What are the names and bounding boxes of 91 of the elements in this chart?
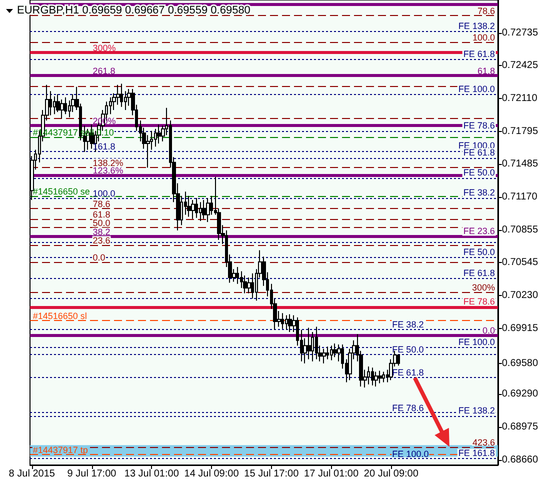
annotation: 23.6 xyxy=(92,236,110,246)
candlestick xyxy=(240,270,243,289)
annotation: 38.2 xyxy=(92,227,110,238)
annotation: 300% xyxy=(92,42,116,53)
y-tick-label: 0.72425 xyxy=(502,60,538,71)
y-tick-label: 0.68975 xyxy=(502,421,538,432)
candlestick xyxy=(315,326,318,360)
candlestick xyxy=(288,314,292,332)
y-tick-label: 0.72735 xyxy=(502,27,538,38)
candlestick xyxy=(236,266,239,284)
annotation: FE 38.2 xyxy=(392,319,424,330)
ref-line-label: FE 50.0 xyxy=(463,168,495,178)
ref-line-label: FE 138.2 xyxy=(458,20,495,31)
ref-line-label: FE 61.8 xyxy=(463,49,495,60)
candlestick xyxy=(311,331,314,362)
annotation: 50.0 xyxy=(92,218,110,228)
candlestick xyxy=(206,197,210,223)
ref-line-label: FE 78.6 xyxy=(463,296,495,306)
annotation: FE 78.6 xyxy=(392,403,424,414)
annotation: FE 100.0 xyxy=(392,449,429,460)
annotation: 261.8 xyxy=(92,66,116,76)
candlestick xyxy=(307,327,311,360)
annotation: 100.0 xyxy=(472,32,495,42)
x-tick-label: 15 Jul 17:00 xyxy=(244,468,300,480)
ref-line-label: FE 78.6 xyxy=(463,120,495,130)
x-tick-label: 20 Jul 09:00 xyxy=(364,468,419,480)
candlestick xyxy=(243,274,247,294)
annotation: 0.0 xyxy=(92,252,106,262)
ref-line-label: FE 61.8 xyxy=(463,268,495,278)
candlestick xyxy=(64,96,67,115)
ref-line-label: FE 61.8 xyxy=(463,148,495,158)
y-tick-label: 0.69290 xyxy=(502,388,538,400)
candlestick xyxy=(251,272,254,299)
candlestick xyxy=(281,312,284,330)
x-tick-label: 9 Jul 17:00 xyxy=(67,468,117,480)
annotation: 423.6 xyxy=(472,438,495,448)
candlestick xyxy=(378,370,382,384)
candlestick xyxy=(195,197,198,218)
y-tick-label: 0.70855 xyxy=(502,224,538,236)
annotation: 138.2% xyxy=(92,158,124,168)
y-tick-label: 0.71485 xyxy=(502,158,538,170)
annotation: #14516650 se xyxy=(32,186,90,196)
ref-line-label: FE 100.0 xyxy=(458,84,495,94)
y-tick-label: 0.69580 xyxy=(502,358,538,369)
annotation: 61.8 xyxy=(477,66,495,76)
annotation: #14516650 sl xyxy=(32,310,87,321)
x-tick-label: 17 Jul 01:00 xyxy=(304,468,359,480)
y-tick-label: 0.69915 xyxy=(502,322,538,334)
candlestick xyxy=(322,348,326,364)
annotation: FE 50.0 xyxy=(392,344,424,354)
candlestick xyxy=(285,314,288,330)
candlestick xyxy=(330,345,333,361)
candlestick xyxy=(202,200,206,220)
annotation: 100.0 xyxy=(92,188,116,198)
candlestick xyxy=(326,346,329,360)
candlestick xyxy=(199,202,202,222)
ref-line-label: FE 100.0 xyxy=(458,337,495,348)
candlestick xyxy=(333,343,337,358)
annotation: 300% xyxy=(472,282,495,293)
ref-line-label: FE 138.2 xyxy=(458,405,495,416)
ref-line-label: FE 100.0 xyxy=(458,140,495,150)
annotation: 123.6% xyxy=(92,165,124,176)
candlestick xyxy=(157,124,161,144)
ref-line-label: FE 161.8 xyxy=(458,448,495,458)
candlestick xyxy=(397,354,400,366)
y-tick-label: 0.71795 xyxy=(502,126,538,137)
candlestick xyxy=(374,371,378,387)
candlestick xyxy=(191,200,195,220)
y-tick-label: 0.71170 xyxy=(502,191,538,202)
y-tick-label: 0.72110 xyxy=(502,92,538,104)
y-tick-label: 0.68660 xyxy=(502,454,538,466)
ref-line-label: FE 23.6 xyxy=(463,226,495,236)
candlestick xyxy=(382,371,385,383)
annotation: 78.6 xyxy=(477,6,495,16)
annotation: 78.6 xyxy=(92,198,110,209)
x-tick-label: 8 Jul 2015 xyxy=(8,468,56,480)
y-tick-label: 0.70230 xyxy=(502,290,538,301)
candlestick xyxy=(60,98,64,119)
ref-line-label: FE 38.2 xyxy=(463,187,495,198)
annotation: 0.0 xyxy=(482,326,495,336)
candlestick xyxy=(120,83,123,108)
candlestick xyxy=(154,128,157,148)
annotation: 61.8 xyxy=(92,209,110,220)
x-tick-label: 14 Jul 09:00 xyxy=(184,468,240,480)
candlestick xyxy=(371,367,374,386)
candlestick xyxy=(367,366,370,385)
y-tick-label: 0.70545 xyxy=(502,256,538,268)
candlestick xyxy=(187,195,191,218)
x-tick-label: 13 Jul 01:00 xyxy=(124,468,180,480)
annotation: #14437917 tp xyxy=(32,445,88,456)
ref-line-label: FE 50.0 xyxy=(463,247,495,258)
